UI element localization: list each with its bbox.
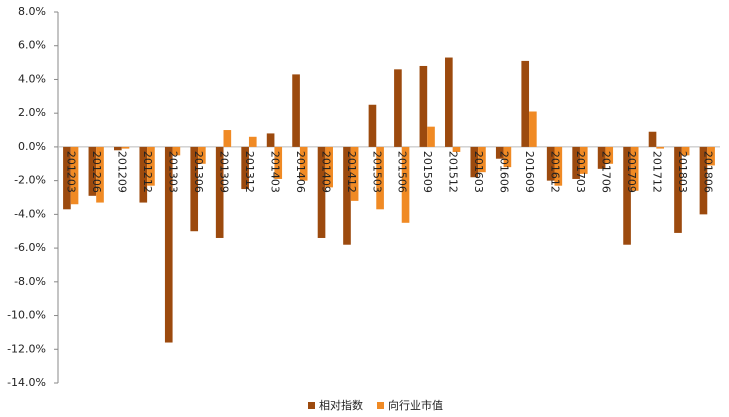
bar	[674, 146, 682, 233]
bar	[452, 146, 461, 152]
y-tick-label: 8.0%	[18, 5, 46, 18]
y-tick-label: 4.0%	[18, 72, 46, 85]
bar	[699, 146, 708, 215]
bar	[579, 146, 588, 174]
legend-swatch	[377, 402, 384, 409]
bar	[419, 65, 428, 147]
bar	[623, 146, 631, 245]
x-tick-label: 201512	[447, 151, 460, 193]
bar	[605, 146, 614, 164]
bar	[241, 146, 249, 190]
x-tick-label: 201406	[294, 151, 307, 193]
x-tick-label: 201403	[268, 151, 281, 193]
bar	[164, 146, 173, 343]
y-tick-label: -4.0%	[14, 207, 46, 220]
x-tick-label: 201412	[345, 151, 358, 193]
bar	[368, 104, 377, 147]
bar	[630, 146, 639, 191]
bar	[572, 146, 580, 179]
x-tick-label: 201312	[243, 151, 256, 193]
y-tick-label: 0.0%	[18, 140, 46, 153]
x-tick-label: 201212	[141, 151, 154, 193]
bar	[266, 133, 275, 147]
y-tick-label: -12.0%	[7, 342, 46, 355]
bar	[63, 146, 71, 210]
bar	[648, 131, 657, 147]
y-tick-label: -14.0%	[7, 376, 46, 389]
bar	[656, 146, 664, 149]
bar	[70, 146, 79, 205]
bar	[343, 146, 351, 245]
y-tick-label: -10.0%	[7, 309, 46, 322]
bar	[546, 146, 555, 181]
bar	[394, 69, 402, 147]
x-tick-label: 201612	[549, 151, 562, 193]
bar	[350, 146, 359, 201]
bar	[529, 111, 537, 147]
bar	[147, 146, 155, 186]
bar	[139, 146, 148, 203]
y-tick-label: -8.0%	[14, 275, 46, 288]
bar	[274, 146, 283, 179]
bar	[198, 146, 206, 164]
x-tick-label: 201806	[701, 151, 714, 193]
x-tick-label: 201706	[599, 151, 612, 193]
x-tick-label: 201703	[574, 151, 587, 193]
x-tick-label: 201803	[676, 151, 689, 193]
bar	[215, 146, 224, 238]
x-tick-label: 201603	[472, 151, 485, 193]
y-tick-label: -2.0%	[14, 174, 46, 187]
bar	[427, 126, 435, 147]
bar	[317, 146, 326, 238]
x-tick-label: 201709	[625, 151, 638, 193]
bar	[299, 146, 308, 181]
bar	[223, 130, 232, 147]
bar	[521, 60, 530, 147]
legend-label: 向行业市值	[388, 398, 443, 412]
x-tick-label: 201409	[319, 151, 332, 193]
bar	[495, 146, 504, 159]
x-tick-label: 201506	[396, 151, 409, 193]
bar	[470, 146, 479, 178]
bar	[172, 146, 181, 156]
bar	[96, 146, 104, 203]
bar	[88, 146, 97, 196]
bar	[597, 146, 606, 169]
x-tick-label: 201209	[116, 151, 129, 193]
y-tick-label: 2.0%	[18, 106, 46, 119]
x-tick-label: 201303	[167, 151, 180, 193]
x-tick-label: 201712	[650, 151, 663, 193]
x-tick-label: 201503	[370, 151, 383, 193]
x-tick-label: 201203	[65, 151, 78, 193]
x-tick-label: 201206	[90, 151, 103, 193]
bar	[248, 136, 257, 147]
bar	[121, 146, 130, 149]
x-tick-label: 201509	[421, 151, 434, 193]
bar	[554, 146, 563, 186]
y-tick-label: -6.0%	[14, 241, 46, 254]
bar	[707, 146, 715, 166]
bar	[190, 146, 199, 232]
legend-swatch	[308, 402, 315, 409]
bar	[292, 74, 300, 147]
bar	[401, 146, 410, 223]
bar	[503, 146, 512, 168]
x-tick-label: 201306	[192, 151, 205, 193]
bar	[114, 146, 122, 151]
x-tick-label: 201609	[523, 151, 536, 193]
bar	[681, 146, 690, 156]
y-tick-label: 6.0%	[18, 39, 46, 52]
x-tick-label: 201309	[218, 151, 231, 193]
legend-label: 相对指数	[319, 398, 363, 412]
bar	[376, 146, 384, 210]
x-tick-label: 201606	[498, 151, 511, 193]
bar	[478, 146, 486, 173]
bar	[445, 57, 453, 147]
bar	[325, 146, 333, 188]
